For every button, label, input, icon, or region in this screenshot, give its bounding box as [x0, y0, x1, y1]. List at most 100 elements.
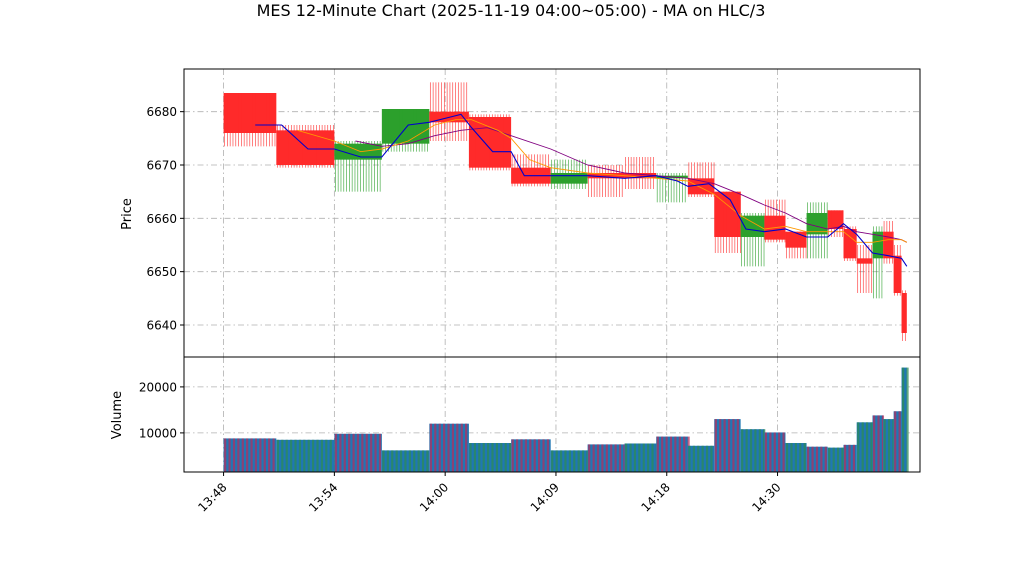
- volume-bar-stripe: [334, 433, 338, 472]
- volume-bar-stripe: [290, 439, 293, 472]
- volume-bar-stripe: [811, 446, 814, 472]
- volume-bar-stripe: [902, 367, 905, 472]
- volume-bar-stripe: [356, 433, 360, 472]
- volume-bar-stripe: [408, 450, 411, 472]
- candle: [901, 290, 907, 341]
- volume-bar-stripe: [710, 445, 713, 472]
- price-tick-label: 6670: [146, 159, 177, 173]
- volume-bar-stripe: [769, 432, 772, 472]
- volume-bar-stripe: [504, 443, 507, 472]
- candle-body: [806, 213, 828, 235]
- candle: [587, 165, 625, 197]
- volume-bar-stripe: [378, 433, 382, 472]
- candle: [687, 162, 715, 197]
- volume-bar: [624, 443, 659, 472]
- volume-bar-stripe: [224, 438, 227, 472]
- volume-bars: [223, 367, 909, 472]
- volume-bar-stripe: [487, 443, 490, 472]
- volume-bar-stripe: [906, 367, 909, 472]
- volume-bar-stripe: [546, 439, 550, 472]
- volume-bar-stripe: [824, 446, 827, 472]
- volume-bar-stripe: [564, 450, 567, 472]
- volume-bar-stripe: [763, 429, 766, 472]
- volume-bar-stripe: [429, 423, 433, 472]
- volume-bar-stripe: [577, 450, 580, 472]
- volume-bar-stripe: [465, 423, 468, 472]
- price-tick-label: 6680: [146, 105, 177, 119]
- candle: [856, 245, 873, 293]
- volume-bar: [806, 446, 828, 472]
- volume-bar-stripe: [803, 443, 806, 472]
- volume-bar-stripe: [456, 423, 459, 472]
- volume-bar-stripe: [674, 436, 677, 472]
- volume-bar-stripe: [320, 439, 324, 472]
- volume-bar-stripe: [665, 436, 668, 472]
- x-tick-label: 14:30: [749, 480, 783, 514]
- candle-body: [468, 117, 512, 168]
- volume-bar-stripe: [815, 446, 819, 472]
- ma-fast-line: [255, 113, 908, 267]
- candle-body: [587, 173, 625, 179]
- volume-bar: [843, 444, 857, 472]
- volume-bar-stripe: [434, 423, 437, 472]
- candle: [883, 221, 894, 264]
- volume-bar-stripe: [828, 447, 831, 472]
- volume-bar: [550, 450, 589, 472]
- volume-bar-stripe: [352, 433, 355, 472]
- volume-bar-stripe: [339, 433, 342, 472]
- volume-bar-stripe: [520, 439, 523, 472]
- price-tick-label: 6640: [146, 319, 177, 333]
- volume-bar-stripe: [727, 419, 731, 472]
- volume-bar-stripe: [395, 450, 398, 472]
- volume-bar-fill: [856, 422, 873, 472]
- candle: [468, 114, 512, 171]
- volume-bar-stripe: [568, 450, 571, 472]
- price-candles: [223, 82, 907, 341]
- candle: [550, 159, 588, 189]
- volume-bar-stripe: [511, 439, 514, 472]
- volume-bar-stripe: [386, 450, 389, 472]
- volume-bar: [468, 443, 512, 472]
- volume-bar-stripe: [542, 439, 545, 472]
- x-tick-label: 14:00: [417, 480, 451, 514]
- volume-bar-stripe: [894, 411, 897, 472]
- volume-bar-stripe: [421, 450, 425, 472]
- volume-bar-stripe: [482, 443, 485, 472]
- candle: [872, 226, 884, 299]
- volume-bar-stripe: [877, 415, 880, 472]
- volume-bar-stripe: [642, 443, 645, 472]
- moving-average-lines: [255, 113, 908, 267]
- volume-bar-fill: [827, 447, 844, 472]
- volume-tick-label: 20000: [139, 380, 177, 394]
- volume-bar: [381, 450, 430, 472]
- volume-bar-stripe: [656, 436, 659, 472]
- volume-bar-stripe: [610, 444, 613, 472]
- ma-slow-line: [355, 127, 908, 243]
- volume-bar-stripe: [382, 450, 385, 472]
- volume-bar-stripe: [491, 443, 494, 472]
- volume-bar-stripe: [478, 443, 481, 472]
- x-tick-label: 14:09: [528, 480, 562, 514]
- volume-bar-fill: [893, 411, 902, 472]
- volume-bar-stripe: [524, 439, 528, 472]
- volume-bar-stripe: [651, 443, 654, 472]
- volume-bar-stripe: [892, 419, 895, 472]
- volume-bar-stripe: [281, 439, 284, 472]
- volume-bar-stripe: [447, 423, 450, 472]
- volume-bar-stripe: [495, 443, 499, 472]
- volume-bar-stripe: [605, 444, 608, 472]
- volume-bar-stripe: [529, 439, 532, 472]
- volume-bar-stripe: [586, 450, 589, 472]
- volume-bar: [764, 432, 786, 472]
- candle-body: [624, 173, 657, 179]
- volume-bar-stripe: [741, 429, 744, 472]
- volume-bar-stripe: [303, 439, 306, 472]
- volume-bar-stripe: [841, 447, 844, 472]
- volume-bar-stripe: [469, 443, 472, 472]
- volume-bar-stripe: [678, 436, 681, 472]
- volume-bar-stripe: [596, 444, 600, 472]
- volume-bar-stripe: [736, 419, 739, 472]
- volume-bar-stripe: [807, 446, 810, 472]
- volume-bar-stripe: [705, 445, 709, 472]
- volume-bar-stripe: [254, 438, 258, 472]
